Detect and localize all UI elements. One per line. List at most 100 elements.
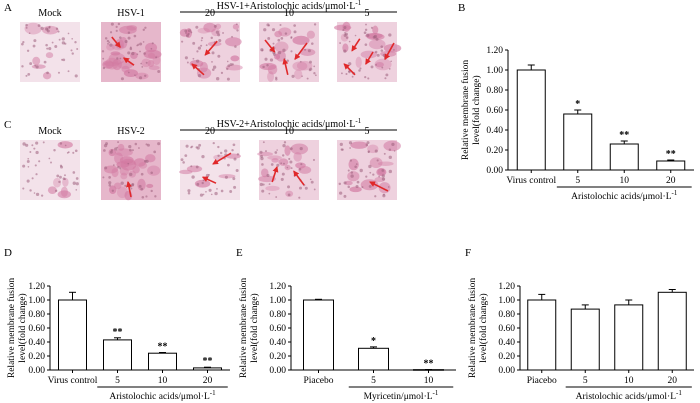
cell-nucleus <box>275 78 278 81</box>
y-tick-label: 0.00 <box>486 166 503 176</box>
cell-nucleus <box>215 30 220 34</box>
cell-nucleus <box>40 194 44 197</box>
y-tick-label: 0.60 <box>486 106 503 116</box>
cell-nucleus <box>67 70 70 73</box>
cell-nucleus <box>109 150 113 154</box>
cell-nucleus <box>64 144 67 147</box>
stain-blob <box>203 22 217 33</box>
stain-blob <box>106 43 115 51</box>
cell-nucleus <box>119 57 122 60</box>
cell-nucleus <box>348 40 351 43</box>
y-tick-label: 1.20 <box>498 282 515 292</box>
y-tick-label: 1.00 <box>498 296 515 306</box>
cell-nucleus <box>286 59 289 63</box>
cell-nucleus <box>340 72 343 75</box>
cell-nucleus <box>232 143 236 147</box>
cell-nucleus <box>268 192 271 195</box>
cell-nucleus <box>58 180 61 184</box>
stain-blob <box>290 143 309 155</box>
cell-nucleus <box>117 165 120 169</box>
micro-group-label-2: HSV-2+Aristolochic acids/μmol·L-1 <box>217 117 362 130</box>
cell-nucleus <box>142 28 145 31</box>
cell-nucleus <box>235 168 239 172</box>
fusion-arrow <box>191 63 205 76</box>
cell-nucleus <box>110 22 114 26</box>
cell-nucleus <box>46 29 50 33</box>
cell-nucleus <box>147 143 150 147</box>
cell-nucleus <box>376 159 379 162</box>
stain-blob <box>294 69 303 80</box>
panel-letter-d: D <box>4 247 12 259</box>
stain-blob <box>110 51 121 56</box>
cell-nucleus <box>139 50 141 53</box>
micrograph-label: 20 <box>205 8 215 19</box>
x-tick-label: 5 <box>575 176 580 186</box>
y-tick-label: 1.00 <box>486 66 503 76</box>
cell-nucleus <box>198 143 202 147</box>
stain-blob <box>146 183 154 189</box>
cell-nucleus <box>393 49 395 51</box>
bar-3 <box>609 143 639 171</box>
cell-nucleus <box>232 177 236 181</box>
cell-nucleus <box>269 58 274 62</box>
cell-nucleus <box>138 147 140 149</box>
stain-blob <box>119 167 129 176</box>
micrograph-tile-2-4: 10 <box>257 126 319 200</box>
stain-blob <box>258 175 276 183</box>
cell-nucleus <box>298 196 301 199</box>
cell-nucleus <box>143 159 147 163</box>
cell-nucleus <box>141 195 145 199</box>
significance-marker: ** <box>424 359 434 370</box>
cell-nucleus <box>103 143 108 148</box>
cell-nucleus <box>27 157 30 160</box>
cell-nucleus <box>263 28 267 32</box>
cell-nucleus <box>29 62 33 66</box>
cell-nucleus <box>388 33 392 37</box>
cell-nucleus <box>59 175 62 179</box>
bar-2 <box>358 347 389 371</box>
panel-letter-f: F <box>465 247 471 259</box>
cell-nucleus <box>104 37 108 40</box>
y-axis-title: level(fold change) <box>17 293 28 362</box>
cell-nucleus <box>137 43 140 46</box>
cell-nucleus <box>368 184 372 188</box>
stain-blob <box>383 43 402 53</box>
cell-nucleus <box>127 51 131 55</box>
cell-nucleus <box>224 175 228 179</box>
cell-nucleus <box>67 151 70 154</box>
stain-blob <box>298 166 312 174</box>
cell-nucleus <box>311 42 314 45</box>
bar-4 <box>657 291 687 371</box>
y-axis-title: level(fold change) <box>471 75 482 144</box>
cell-nucleus <box>25 143 29 147</box>
cell-nucleus <box>26 160 30 163</box>
significance-marker: ** <box>619 130 629 141</box>
cell-nucleus <box>184 154 188 157</box>
cell-nucleus <box>382 194 386 198</box>
cell-nucleus <box>143 52 146 55</box>
cell-nucleus <box>384 77 387 80</box>
cell-nucleus <box>72 151 75 154</box>
cell-nucleus <box>284 32 288 35</box>
micrograph-tile-2-5: 5 <box>337 126 401 200</box>
cell-nucleus <box>290 37 293 39</box>
stain-blob <box>292 35 310 45</box>
cell-nucleus <box>372 173 375 176</box>
cell-nucleus <box>108 181 112 185</box>
cell-nucleus <box>262 65 265 69</box>
cell-nucleus <box>134 74 136 76</box>
cell-nucleus <box>144 26 147 29</box>
fusion-arrow <box>111 36 121 48</box>
cell-nucleus <box>33 192 36 194</box>
cell-nucleus <box>138 76 143 80</box>
cell-nucleus <box>31 177 34 180</box>
cell-nucleus <box>374 195 377 198</box>
stain-blob <box>119 37 128 49</box>
cell-nucleus <box>289 147 293 151</box>
stain-blob <box>344 180 353 186</box>
y-tick-label: 0.60 <box>28 324 45 334</box>
y-tick-label: 1.20 <box>269 282 286 292</box>
cell-nucleus <box>259 150 263 154</box>
cell-nucleus <box>131 51 135 56</box>
cell-nucleus <box>388 67 391 70</box>
